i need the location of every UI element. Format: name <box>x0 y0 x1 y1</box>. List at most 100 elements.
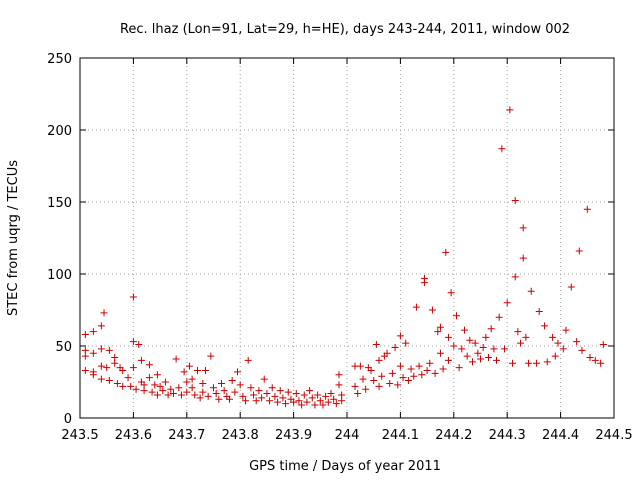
data-point <box>525 359 533 367</box>
data-point <box>391 343 399 351</box>
data-point <box>591 356 599 364</box>
data-point <box>327 390 335 398</box>
data-point <box>295 397 303 405</box>
data-point <box>487 325 495 333</box>
data-point <box>498 145 506 153</box>
data-point <box>234 368 242 376</box>
data-point <box>562 326 570 334</box>
data-point <box>148 388 156 396</box>
data-point <box>490 345 498 353</box>
data-point <box>196 394 204 402</box>
data-point <box>268 384 276 392</box>
x-tick-label: 243.5 <box>61 428 98 443</box>
data-point <box>292 390 300 398</box>
data-point <box>279 394 287 402</box>
data-point <box>458 345 466 353</box>
data-point <box>399 374 407 382</box>
tick-labels: 243.5 243.6 243.7 243.8 243.9 244 244.1 244.2 24… <box>47 52 632 443</box>
data-point <box>514 328 522 336</box>
data-point <box>199 388 207 396</box>
data-point <box>188 384 196 392</box>
data-point <box>575 247 583 255</box>
x-tick-label: 244.2 <box>435 428 472 443</box>
data-point <box>308 394 316 402</box>
data-point <box>335 381 343 389</box>
data-point <box>330 395 338 403</box>
data-point <box>290 398 298 406</box>
data-point <box>444 333 452 341</box>
data-point <box>97 322 105 330</box>
data-point <box>452 312 460 320</box>
data-point <box>282 400 290 408</box>
data-point <box>527 287 535 295</box>
data-point <box>519 254 527 262</box>
data-point <box>599 341 607 349</box>
data-point <box>431 369 439 377</box>
data-point <box>276 387 284 395</box>
data-point <box>426 359 434 367</box>
data-point <box>549 333 557 341</box>
data-point <box>172 355 180 363</box>
data-point <box>482 333 490 341</box>
data-point <box>485 354 493 362</box>
data-point <box>188 375 196 383</box>
data-point <box>271 392 279 400</box>
data-point <box>455 364 463 372</box>
x-tick-label: 244.5 <box>595 428 632 443</box>
y-tick-label: 100 <box>47 268 72 283</box>
data-point <box>474 349 482 357</box>
data-point <box>541 322 549 330</box>
data-points <box>81 106 607 409</box>
data-point <box>509 359 517 367</box>
data-point <box>210 384 217 392</box>
data-point <box>239 392 247 400</box>
data-point <box>535 307 543 315</box>
data-point <box>375 382 383 390</box>
data-point <box>578 346 586 354</box>
data-point <box>220 387 228 395</box>
data-point <box>153 391 161 399</box>
data-point <box>511 197 519 205</box>
data-point <box>135 341 143 349</box>
x-tick-label: 244.4 <box>542 428 579 443</box>
data-point <box>370 377 378 385</box>
data-point <box>145 374 153 382</box>
data-point <box>97 345 105 353</box>
data-point <box>559 345 567 353</box>
data-point <box>418 371 426 379</box>
data-point <box>164 391 172 399</box>
data-point <box>439 365 447 373</box>
data-point <box>338 397 346 405</box>
data-point <box>551 352 559 360</box>
data-point <box>506 106 514 114</box>
x-tick-label: 243.8 <box>222 428 259 443</box>
data-point <box>97 375 105 383</box>
data-point <box>177 391 185 399</box>
data-point <box>463 352 471 360</box>
data-point <box>81 352 89 360</box>
data-point <box>367 366 375 374</box>
data-point <box>324 398 332 406</box>
data-point <box>250 391 258 399</box>
data-point <box>218 379 226 387</box>
data-point <box>274 398 282 406</box>
data-point <box>407 365 415 373</box>
y-tick-label: 250 <box>47 52 72 67</box>
data-point <box>300 391 308 399</box>
data-point <box>402 339 410 347</box>
data-point <box>161 378 169 386</box>
data-point <box>436 349 444 357</box>
data-point <box>396 362 404 370</box>
data-point <box>127 382 135 390</box>
data-point <box>191 391 199 399</box>
data-point <box>159 387 167 395</box>
data-point <box>284 388 292 396</box>
data-point <box>386 379 394 387</box>
data-point <box>306 387 314 395</box>
data-point <box>258 394 266 402</box>
x-tick-label: 244.1 <box>382 428 419 443</box>
data-point <box>207 352 215 360</box>
data-point <box>495 313 503 321</box>
